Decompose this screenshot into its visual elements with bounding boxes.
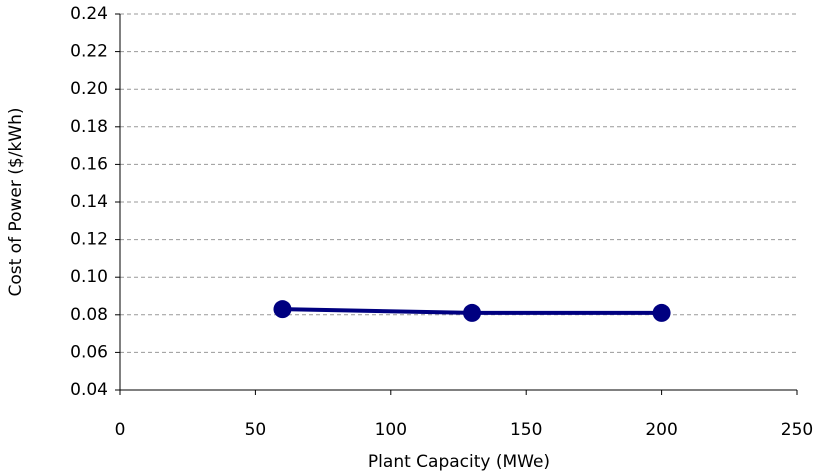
y-tick-label: 0.04 — [70, 380, 108, 400]
y-tick-label: 0.12 — [70, 230, 108, 250]
x-tick-label: 200 — [645, 420, 677, 440]
y-tick-label: 0.08 — [70, 305, 108, 325]
x-tick-label: 150 — [510, 420, 542, 440]
y-axis-label: Cost of Power ($/kWh) — [6, 107, 26, 296]
x-tick-label: 250 — [781, 420, 813, 440]
y-tick-label: 0.14 — [70, 192, 108, 212]
y-tick-label: 0.10 — [70, 267, 108, 287]
y-tick-label: 0.06 — [70, 342, 108, 362]
marker — [463, 303, 482, 322]
y-tick-label: 0.24 — [70, 4, 108, 24]
x-tick-label: 50 — [245, 420, 267, 440]
y-tick-label: 0.18 — [70, 117, 108, 137]
x-tick-label: 0 — [115, 420, 126, 440]
x-tick-label: 100 — [375, 420, 407, 440]
y-tick-label: 0.20 — [70, 79, 108, 99]
x-axis-label: Plant Capacity (MWe) — [368, 452, 550, 472]
marker — [273, 300, 292, 319]
y-tick-label: 0.22 — [70, 42, 108, 62]
y-tick-label: 0.16 — [70, 154, 108, 174]
marker — [652, 303, 671, 322]
